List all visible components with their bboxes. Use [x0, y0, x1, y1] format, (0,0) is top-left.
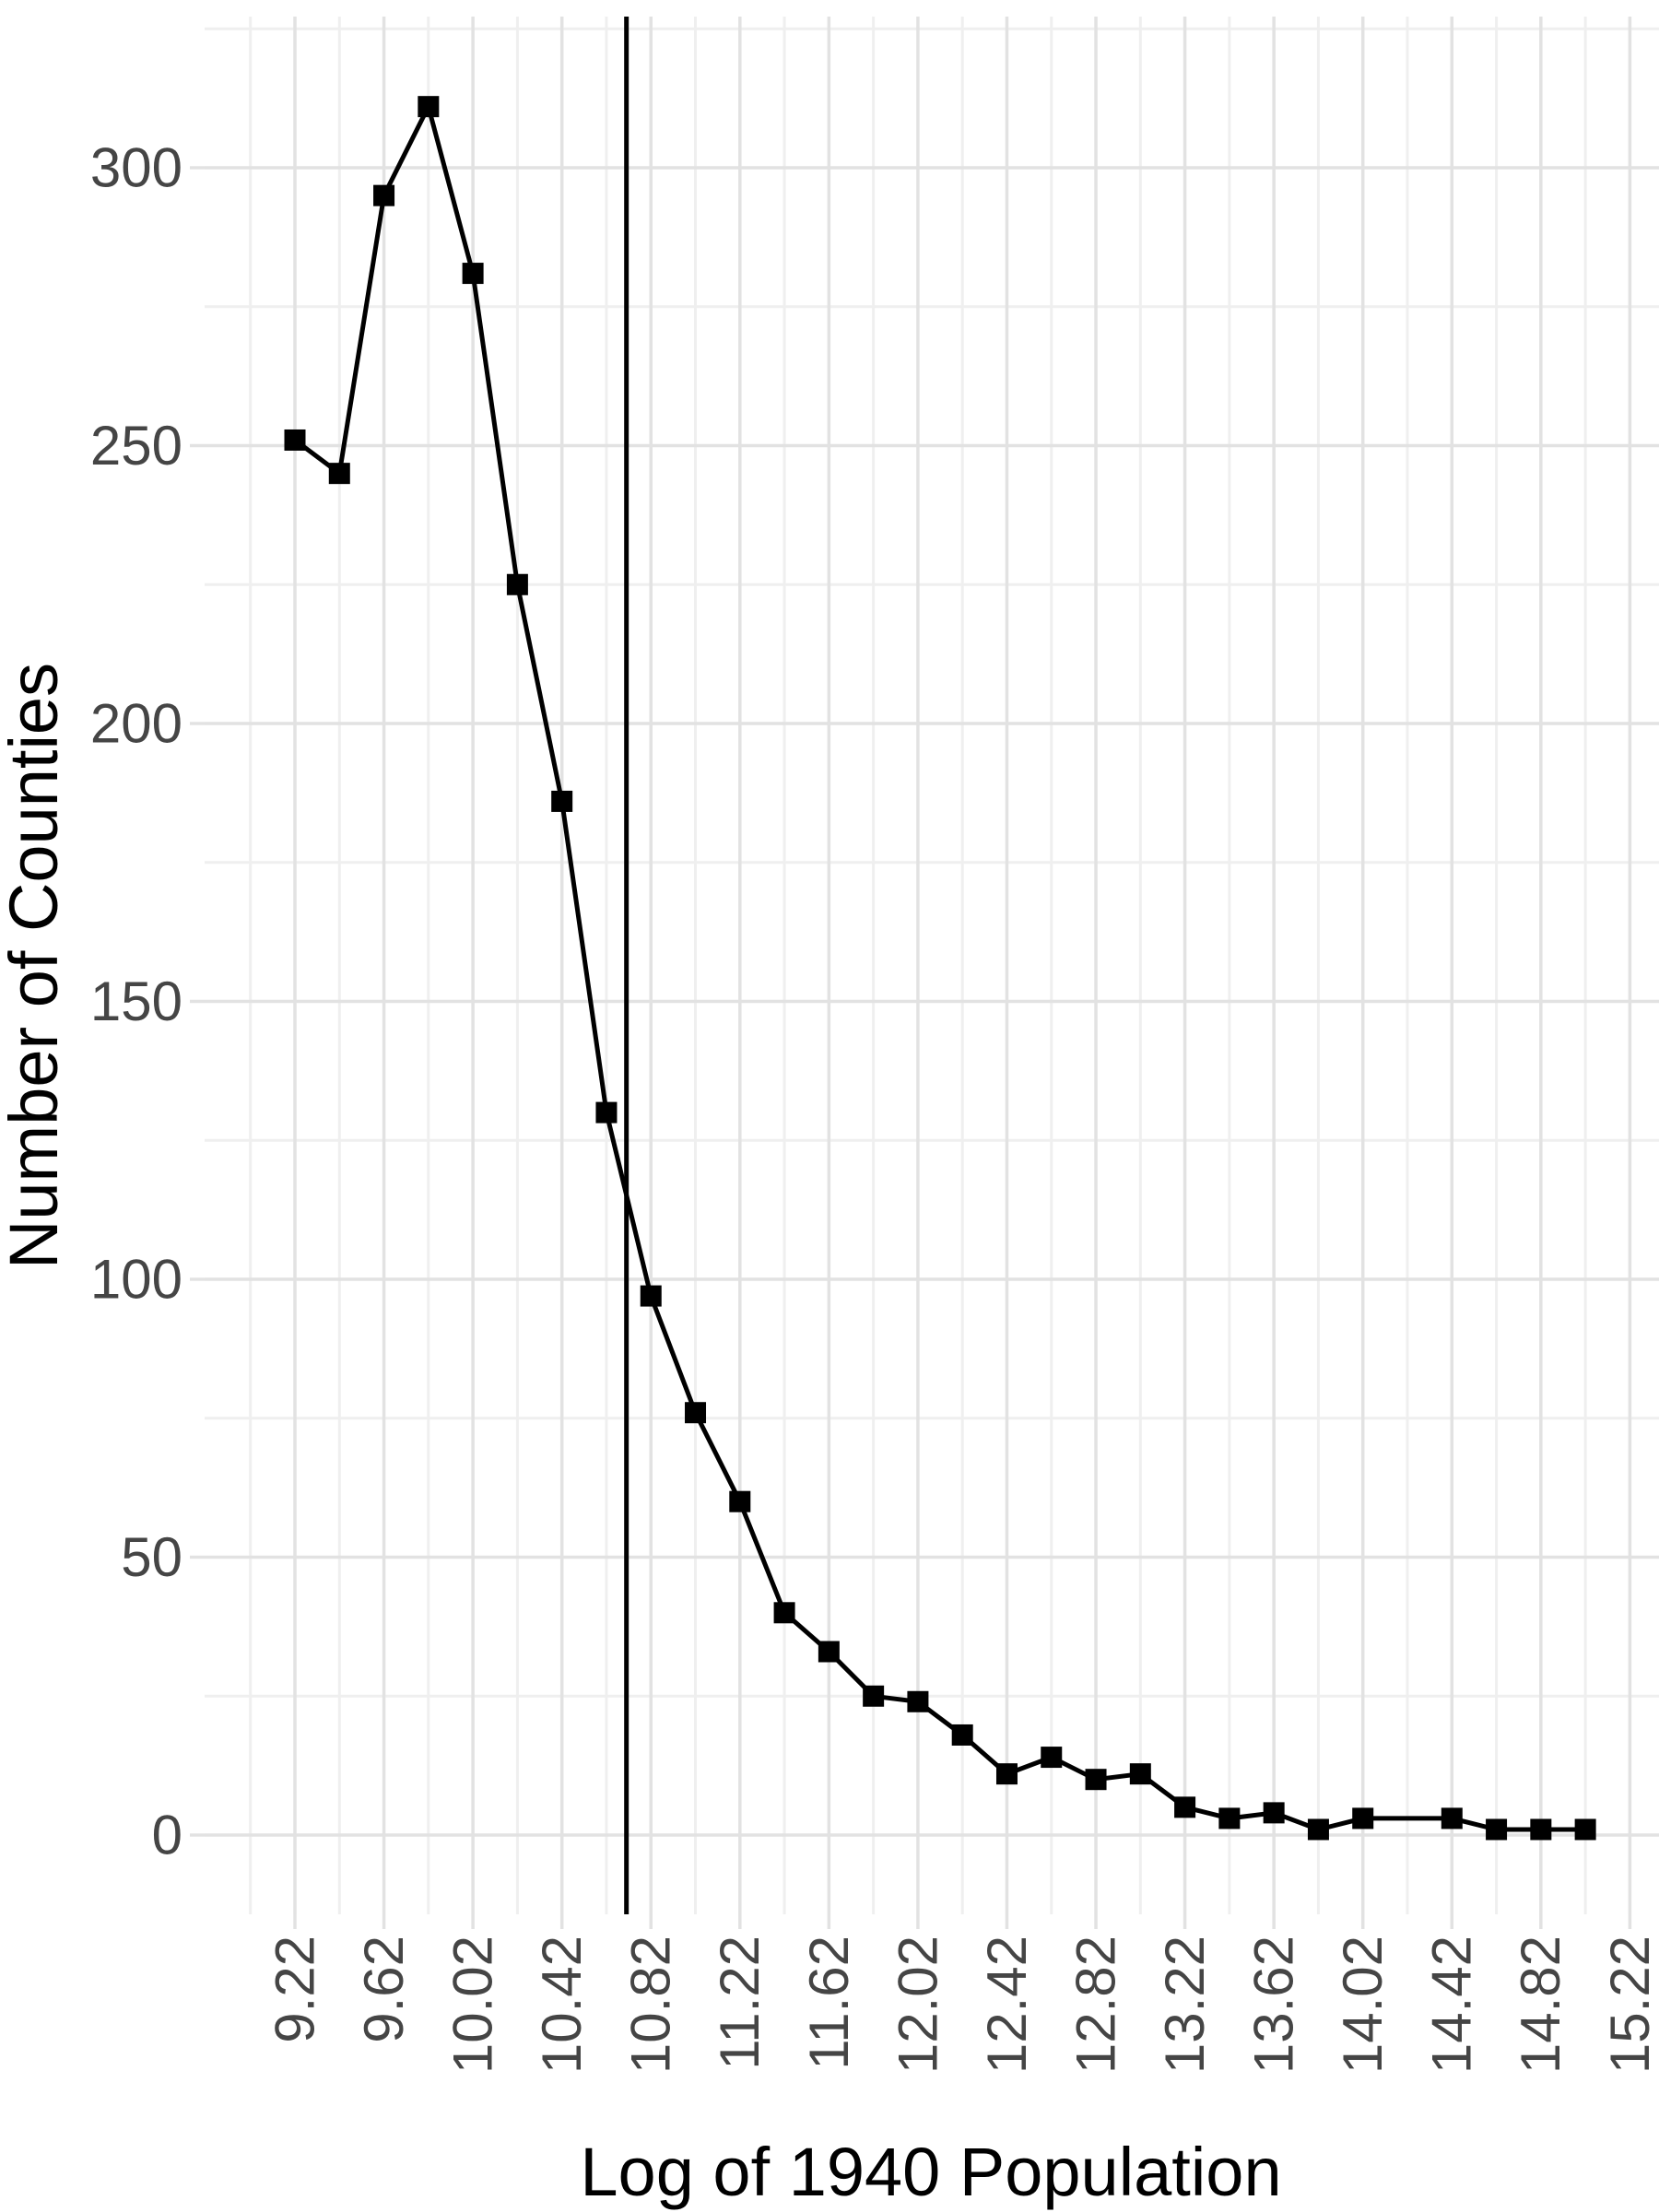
- y-tick-label: 50: [121, 1526, 182, 1588]
- axis-ticks: [190, 166, 1632, 1929]
- data-point-marker: [1041, 1747, 1063, 1769]
- x-tick-label: 13.62: [1243, 1936, 1305, 2074]
- frequency-polygon-line: [293, 100, 1586, 1832]
- data-point-marker: [506, 573, 528, 595]
- data-point-marker: [907, 1690, 929, 1712]
- data-point-markers: [284, 96, 1596, 1841]
- data-point-marker: [1530, 1818, 1552, 1841]
- x-tick-label: 14.02: [1332, 1936, 1394, 2074]
- x-tick-label: 15.22: [1599, 1936, 1659, 2074]
- x-tick-label: 11.22: [709, 1936, 771, 2070]
- x-tick-label: 12.02: [887, 1936, 948, 2074]
- data-point-marker: [818, 1641, 840, 1663]
- y-axis-tick-labels: 0 50 100 150 200 250 300: [90, 136, 182, 1865]
- y-tick-label: 0: [152, 1804, 182, 1865]
- data-point-marker: [685, 1402, 707, 1424]
- data-point-marker: [1307, 1818, 1329, 1841]
- data-point-marker: [1129, 1763, 1151, 1785]
- x-tick-label: 11.62: [798, 1936, 860, 2070]
- data-point-marker: [418, 96, 440, 118]
- data-point-marker: [773, 1602, 795, 1624]
- data-point-marker: [995, 1763, 1018, 1785]
- gridlines-minor: [205, 17, 1659, 1914]
- y-tick-label: 250: [90, 415, 182, 477]
- y-tick-label: 150: [90, 971, 182, 1032]
- x-tick-label: 12.82: [1065, 1936, 1126, 2074]
- y-tick-label: 100: [90, 1248, 182, 1310]
- x-tick-label: 9.22: [264, 1936, 325, 2043]
- data-point-marker: [863, 1685, 885, 1707]
- x-tick-label: 10.82: [620, 1936, 682, 2074]
- x-axis-tick-labels: 9.22 9.62 10.02 10.42 10.82 11.22 11.62 12.02 12…: [264, 1936, 1659, 2074]
- data-point-marker: [1174, 1796, 1196, 1818]
- gridlines-major: [205, 17, 1659, 1914]
- x-tick-label: 14.42: [1421, 1936, 1483, 2074]
- data-point-marker: [1441, 1807, 1463, 1830]
- data-point-marker: [328, 463, 350, 485]
- x-tick-label: 13.22: [1154, 1936, 1216, 2074]
- data-point-marker: [729, 1490, 751, 1512]
- data-point-marker: [373, 184, 395, 206]
- data-point-marker: [951, 1724, 973, 1746]
- y-tick-label: 300: [90, 136, 182, 198]
- x-tick-label: 12.42: [976, 1936, 1038, 2074]
- data-point-marker: [595, 1101, 618, 1124]
- y-axis-title: Number of Counties: [0, 663, 72, 1269]
- data-point-marker: [1486, 1818, 1508, 1841]
- x-tick-label: 9.62: [353, 1936, 415, 2043]
- data-point-marker: [1574, 1818, 1596, 1841]
- data-point-marker: [462, 263, 484, 285]
- data-point-marker: [1218, 1807, 1241, 1830]
- x-axis-title: Log of 1940 Population: [580, 2134, 1281, 2210]
- data-point-marker: [284, 429, 306, 451]
- x-tick-label: 14.82: [1510, 1936, 1571, 2074]
- data-point-marker: [551, 790, 573, 812]
- data-point-marker: [640, 1285, 662, 1307]
- x-tick-label: 10.42: [531, 1936, 593, 2074]
- data-point-marker: [1352, 1807, 1374, 1830]
- data-point-marker: [1263, 1802, 1285, 1824]
- data-point-marker: [1085, 1769, 1107, 1791]
- y-tick-label: 200: [90, 692, 182, 754]
- x-tick-label: 10.02: [442, 1936, 504, 2074]
